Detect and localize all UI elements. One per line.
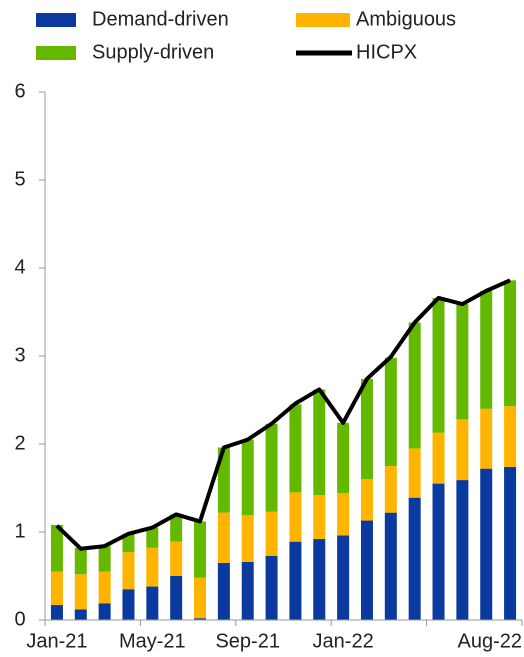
bar-segment [384,512,397,620]
bar-segment [170,576,183,620]
x-tick-label: Jan-21 [26,630,87,652]
bar-segment [98,571,111,604]
bar-segment [313,389,326,496]
bar-segment [289,492,302,542]
bar-segment [456,304,469,420]
legend-swatch [36,46,76,60]
y-tick-label: 6 [14,80,25,102]
y-tick-label: 5 [14,168,25,190]
bar-segment [194,577,207,619]
bar-segment [146,586,159,620]
bar-segment [194,521,207,578]
bar-segment [74,574,87,610]
bar-segment [504,406,517,467]
bar-segment [170,541,183,576]
bar-segment [241,439,254,516]
bar-segment [360,378,373,480]
bar-segment [384,466,397,513]
bar-segment [217,512,230,563]
bar-segment [313,495,326,540]
x-tick-label: Aug-22 [458,630,523,652]
y-tick-label: 1 [14,520,25,542]
bar-segment [50,524,63,572]
bar-segment [50,571,63,606]
bar-segment [337,535,350,620]
bar-segment [194,618,207,620]
bar-segment [265,555,278,620]
bar-segment [122,533,135,553]
bar-segment [360,520,373,620]
bar-segment [98,603,111,620]
x-tick-label: May-21 [119,630,186,652]
legend-label: Ambiguous [356,8,456,30]
bar-segment [146,547,159,587]
bar-segment [313,539,326,620]
bar-segment [384,357,397,466]
bar-segment [241,515,254,562]
legend-label: HICPX [356,41,417,63]
legend-label: Supply-driven [92,41,214,63]
bar-segment [289,404,302,493]
y-tick-label: 4 [14,256,25,278]
bar-segment [217,562,230,620]
bar-segment [146,527,159,548]
bar-segment [480,468,493,620]
bar-segment [122,552,135,590]
line [55,278,511,551]
legend-swatch [36,13,76,27]
bar-segment [432,297,445,433]
bar-segment [456,419,469,481]
bar-segment [289,541,302,620]
bar-segment [98,546,111,572]
y-tick-label: 0 [14,608,25,630]
bar-segment [337,493,350,536]
bar-segment [241,561,254,620]
bar-segment [432,483,445,620]
bar-segment [408,448,421,498]
legend-swatch [296,13,350,27]
bar-segment [74,547,87,575]
legend-label: Demand-driven [92,8,229,30]
bar-segment [265,511,278,556]
bar-segment [456,480,469,620]
bar-segment [408,497,421,620]
bar-segment [337,422,350,494]
bar-segment [480,408,493,469]
bar-segment [74,609,87,620]
y-tick-label: 2 [14,432,25,454]
bar-segment [504,280,517,407]
bar-segment [408,322,421,449]
bar-segment [432,432,445,484]
bar-segment [265,423,278,512]
x-tick-label: Sep-21 [215,630,280,652]
x-tick-label: Jan-22 [313,630,374,652]
bar-segment [170,514,183,542]
bar-segment [480,290,493,409]
bar-segment [50,605,63,620]
bar-segment [360,479,373,521]
bar-segment [504,466,517,620]
y-tick-label: 3 [14,344,25,366]
bar-segment [217,447,230,513]
bar-segment [122,589,135,620]
